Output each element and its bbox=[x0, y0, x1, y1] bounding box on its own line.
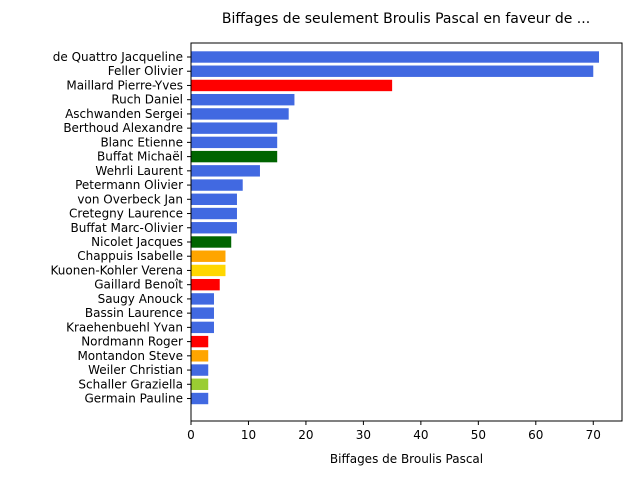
x-axis-label: Biffages de Broulis Pascal bbox=[330, 452, 483, 466]
y-tick-label: Maillard Pierre-Yves bbox=[66, 78, 183, 92]
y-tick-label: Buffat Marc-Olivier bbox=[71, 221, 184, 235]
plot-frame bbox=[190, 42, 623, 422]
y-tick-label: von Overbeck Jan bbox=[77, 192, 183, 206]
bar bbox=[191, 150, 278, 163]
y-tick-label: Saugy Anouck bbox=[98, 292, 183, 306]
bar bbox=[191, 378, 209, 390]
y-tick-label: Montandon Steve bbox=[77, 349, 183, 363]
y-tick-label: Nicolet Jacques bbox=[91, 235, 183, 249]
bar bbox=[191, 193, 237, 205]
bar bbox=[191, 236, 232, 248]
bar bbox=[191, 293, 214, 305]
bar bbox=[191, 207, 237, 220]
bar bbox=[191, 179, 243, 191]
y-tick-label: Schaller Graziella bbox=[78, 377, 183, 391]
x-tick-label: 10 bbox=[241, 428, 256, 442]
bar bbox=[191, 51, 600, 63]
y-tick-label: Kuonen-Kohler Verena bbox=[51, 263, 184, 277]
y-tick-label: de Quattro Jacqueline bbox=[53, 50, 183, 64]
y-tick-label: Gaillard Benoît bbox=[94, 278, 183, 292]
bar bbox=[191, 278, 220, 291]
x-tick-label: 70 bbox=[586, 428, 601, 442]
y-tick-label: Blanc Etienne bbox=[100, 135, 183, 149]
bar bbox=[191, 264, 226, 277]
bar bbox=[191, 136, 278, 149]
y-tick-label: Cretegny Laurence bbox=[69, 207, 183, 221]
y-tick-label: Aschwanden Sergei bbox=[65, 107, 183, 121]
bar bbox=[191, 307, 214, 319]
bar bbox=[191, 335, 209, 348]
bar bbox=[191, 321, 214, 334]
y-tick-label: Germain Pauline bbox=[84, 392, 183, 406]
bar bbox=[191, 79, 393, 92]
y-tick-label: Berthoud Alexandre bbox=[63, 121, 183, 135]
x-axis-ticks: 0 10 20 30 40 50 60 70 bbox=[187, 421, 601, 442]
y-tick-label: Ruch Daniel bbox=[111, 93, 183, 107]
bar bbox=[191, 392, 209, 405]
bar bbox=[191, 350, 209, 362]
bar bbox=[191, 165, 260, 177]
chart-title: Biffages de seulement Broulis Pascal en … bbox=[222, 11, 590, 27]
y-tick-label: Petermann Olivier bbox=[75, 178, 183, 192]
x-tick-label: 40 bbox=[413, 428, 428, 442]
bar bbox=[191, 65, 594, 77]
y-tick-label: Buffat Michaël bbox=[97, 150, 183, 164]
x-tick-label: 30 bbox=[356, 428, 371, 442]
y-tick-label: Bassin Laurence bbox=[85, 306, 183, 320]
bar bbox=[191, 108, 289, 120]
y-tick-label: Nordmann Roger bbox=[81, 335, 183, 349]
bar bbox=[191, 250, 226, 262]
bar bbox=[191, 122, 278, 134]
bar bbox=[191, 364, 209, 376]
x-tick-label: 0 bbox=[187, 428, 195, 442]
y-tick-label: Weiler Christian bbox=[88, 363, 183, 377]
bar bbox=[191, 93, 295, 106]
y-tick-label: Chappuis Isabelle bbox=[77, 249, 183, 263]
x-tick-label: 60 bbox=[528, 428, 543, 442]
x-tick-label: 20 bbox=[298, 428, 313, 442]
bars-group bbox=[191, 51, 600, 405]
y-tick-label: Kraehenbuehl Yvan bbox=[66, 320, 183, 334]
bar bbox=[191, 222, 237, 234]
y-tick-label: Feller Olivier bbox=[108, 64, 183, 78]
x-tick-label: 50 bbox=[471, 428, 486, 442]
y-tick-label: Wehrli Laurent bbox=[95, 164, 183, 178]
